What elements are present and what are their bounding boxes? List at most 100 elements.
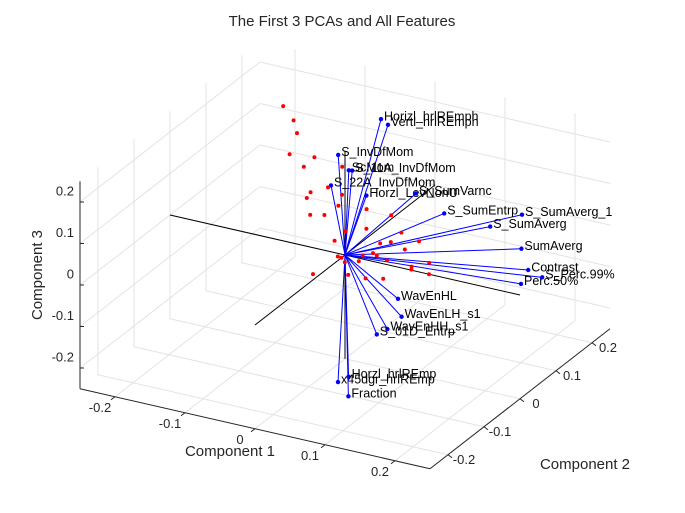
score-point [308, 212, 313, 217]
loading-vector [344, 254, 378, 335]
score-point [287, 152, 292, 157]
feature-label: Fraction [351, 387, 396, 401]
score-point [342, 260, 347, 265]
z-axis-label: Component 3 [29, 230, 46, 320]
loading-vector [344, 124, 389, 256]
score-point [409, 264, 414, 269]
score-point [427, 260, 432, 265]
grid-line [79, 227, 261, 369]
loading-tip [385, 326, 390, 332]
feature-label: x45dgr_hrlREmp [341, 372, 435, 386]
loading-tip [364, 193, 369, 198]
z-tick-label: -0.2 [52, 349, 74, 364]
x-tick [180, 412, 186, 417]
x-tick-label: 0.2 [371, 464, 389, 479]
feature-label: S_SumEntrp [447, 204, 518, 218]
grid-line [259, 61, 611, 143]
grid-line [79, 103, 261, 244]
score-point [340, 192, 344, 197]
feature-label: S_SumAverg_1 [525, 205, 612, 219]
grid-line [79, 61, 261, 203]
score-point [364, 207, 369, 212]
x-tick [390, 460, 396, 465]
grid-line [259, 227, 611, 309]
score-point [399, 230, 404, 235]
loading-vector [344, 254, 522, 285]
loading-tip [350, 168, 355, 173]
loading-tip [488, 224, 493, 229]
z-tick-label: 0.2 [56, 183, 74, 198]
loading-vector [344, 254, 529, 271]
grid-line [205, 290, 557, 372]
feature-label: S_Perc.99% [545, 268, 614, 282]
grid-line [97, 374, 449, 456]
y-tick-label: 0 [532, 396, 539, 411]
loading-tip [378, 116, 384, 122]
loading-tip [336, 152, 341, 158]
loading-tip [526, 267, 531, 273]
y-tick-label: 0.1 [563, 368, 581, 383]
score-point [326, 185, 330, 190]
loading-tip [519, 212, 525, 217]
feature-label: S_SumAverg [493, 217, 566, 231]
loading-tip [328, 183, 334, 188]
y-tick-label: -0.2 [453, 452, 475, 467]
loading-tip [518, 281, 524, 287]
score-point [322, 213, 327, 218]
y-tick [519, 398, 525, 403]
grid-line [259, 186, 611, 267]
score-point [295, 131, 299, 136]
loading-vector [344, 212, 445, 256]
feature-label: Perc.50% [524, 274, 578, 288]
score-point [417, 239, 421, 244]
feature-label: S_SumVarnc [419, 184, 492, 198]
feature-label: Contrast [531, 260, 579, 274]
x-tick [320, 444, 326, 449]
score-point [335, 254, 340, 259]
score-point [385, 258, 389, 263]
loading-vector [344, 214, 523, 256]
z-tick-label: -0.1 [52, 308, 74, 323]
loading-tip [519, 246, 524, 251]
loading-vector [344, 195, 367, 256]
score-point [340, 164, 345, 169]
loading-tip [395, 296, 401, 301]
loading-tip [374, 332, 379, 337]
loading-vector [344, 254, 399, 300]
loading-vector [337, 254, 346, 383]
loading-tip [540, 275, 545, 280]
y-tick [483, 426, 489, 431]
feature-label: Horzl_LevNonU [369, 186, 457, 200]
x-tick-label: 0 [236, 432, 243, 447]
y-tick [555, 370, 561, 375]
score-point [374, 253, 379, 258]
x-tick-label: -0.1 [159, 416, 181, 431]
feature-label: WavEnLH_s1 [405, 307, 481, 321]
score-point [378, 241, 383, 246]
z-tick-label: 0.1 [56, 225, 74, 240]
loading-vector [344, 254, 543, 278]
score-point [308, 190, 313, 195]
x-tick [110, 396, 116, 401]
z-tick-label: 0 [67, 266, 74, 281]
score-point [311, 272, 315, 277]
score-point [301, 164, 306, 169]
chart-title: The First 3 PCAs and All Features [229, 13, 456, 30]
grid-line [241, 262, 593, 344]
feature-label: S_22A_InvDfMom [334, 176, 435, 190]
score-point [371, 251, 375, 256]
y-tick [447, 454, 453, 459]
loading-vector [344, 170, 350, 256]
loading-tip [413, 191, 419, 196]
loading-tip [346, 394, 351, 399]
feature-label: S_01D_Entrp [380, 325, 455, 339]
feature-label: ScMom [352, 161, 394, 175]
score-point [346, 272, 351, 277]
score-point [388, 240, 393, 245]
score-point [363, 276, 368, 281]
score-point [332, 238, 337, 243]
grid-line [79, 186, 261, 327]
loading-tip [399, 314, 404, 319]
x-tick-label: 0.1 [301, 448, 319, 463]
